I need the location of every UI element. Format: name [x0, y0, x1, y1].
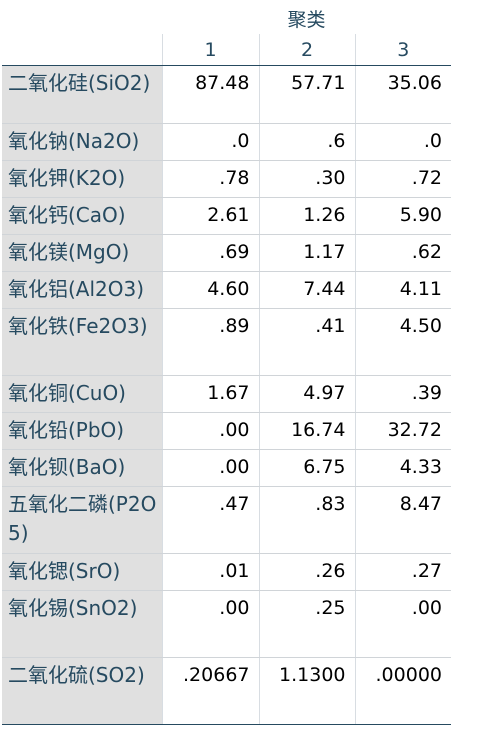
value-cell-cluster-2: 1.26: [258, 197, 355, 235]
value-cell-cluster-3: .62: [354, 234, 451, 272]
value-cell-cluster-1: 2.61: [161, 197, 259, 235]
column-header-cluster-3: 3: [354, 34, 451, 66]
value-cell-cluster-2: 6.75: [258, 449, 355, 487]
table-row: 氧化铜(CuO) 1.67 4.97.39: [2, 375, 451, 413]
value-cell-cluster-1: .01: [161, 553, 259, 591]
value-cell-cluster-1: .89: [161, 308, 259, 376]
value-cell-cluster-3: .39: [354, 375, 451, 413]
table-row: 二氧化硅(SiO2) 87.48 57.71 35.06: [2, 65, 451, 124]
value-cell-cluster-2: 1.1300: [258, 657, 355, 725]
value-cell-cluster-3: 4.11: [354, 271, 451, 309]
value-cell-cluster-3: 8.47: [354, 486, 451, 554]
value-cell-cluster-1: .78: [161, 160, 259, 198]
table-row: 氧化钡(BaO) .00 6.75 4.33: [2, 449, 451, 487]
cluster-centers-table: 聚类 1 2 3 二氧化硅(SiO2) 87.48 57.71 35.06 氧化钠(Na…: [2, 0, 451, 725]
value-cell-cluster-3: .72: [354, 160, 451, 198]
column-header-row: 1 2 3: [2, 34, 451, 66]
value-cell-cluster-2: .41: [258, 308, 355, 376]
value-cell-cluster-1: 1.67: [161, 375, 259, 413]
value-cell-cluster-2: 1.17: [258, 234, 355, 272]
table-row: 氧化锡(SnO2) .00.25.00: [2, 590, 451, 658]
row-label: 氧化锶(SrO): [2, 553, 162, 591]
row-label: 氧化钠(Na2O): [2, 123, 162, 161]
table-row: 五氧化二磷(P2O5) .47.83 8.47: [2, 486, 451, 554]
table-row: 氧化铁(Fe2O3) .89.41 4.50: [2, 308, 451, 376]
value-cell-cluster-1: .47: [161, 486, 259, 554]
row-label: 二氧化硅(SiO2): [2, 65, 162, 124]
table-row: 氧化钠(Na2O) .0.6.0: [2, 123, 451, 161]
row-label: 氧化铝(Al2O3): [2, 271, 162, 309]
value-cell-cluster-3: 5.90: [354, 197, 451, 235]
value-cell-cluster-3: 35.06: [354, 65, 451, 124]
value-cell-cluster-3: 4.33: [354, 449, 451, 487]
value-cell-cluster-3: .00000: [354, 657, 451, 725]
value-cell-cluster-1: .00: [161, 412, 259, 450]
value-cell-cluster-2: .30: [258, 160, 355, 198]
table-row: 二氧化硫(SO2) .20667 1.1300.00000: [2, 657, 451, 725]
value-cell-cluster-1: .69: [161, 234, 259, 272]
value-cell-cluster-3: .0: [354, 123, 451, 161]
value-cell-cluster-2: 4.97: [258, 375, 355, 413]
value-cell-cluster-2: 16.74: [258, 412, 355, 450]
row-label: 氧化镁(MgO): [2, 234, 162, 272]
table-header: 聚类 1 2 3: [2, 0, 451, 66]
row-label: 氧化钙(CaO): [2, 197, 162, 235]
table-row: 氧化锶(SrO) .01.26.27: [2, 553, 451, 591]
value-cell-cluster-2: .6: [258, 123, 355, 161]
value-cell-cluster-3: .27: [354, 553, 451, 591]
value-cell-cluster-1: .00: [161, 449, 259, 487]
row-label: 氧化铅(PbO): [2, 412, 162, 450]
column-header-cluster-2: 2: [258, 34, 355, 66]
value-cell-cluster-1: .00: [161, 590, 259, 658]
value-cell-cluster-2: .83: [258, 486, 355, 554]
table-row: 氧化钙(CaO) 2.61 1.26 5.90: [2, 197, 451, 235]
value-cell-cluster-3: .00: [354, 590, 451, 658]
value-cell-cluster-2: 7.44: [258, 271, 355, 309]
value-cell-cluster-1: .0: [161, 123, 259, 161]
row-label: 氧化锡(SnO2): [2, 590, 162, 658]
corner-cell: [2, 0, 162, 34]
value-cell-cluster-2: 57.71: [258, 65, 355, 124]
row-label: 氧化铁(Fe2O3): [2, 308, 162, 376]
table-row: 氧化钾(K2O) .78.30.72: [2, 160, 451, 198]
row-label: 二氧化硫(SO2): [2, 657, 162, 725]
table-row: 氧化镁(MgO) .69 1.17.62: [2, 234, 451, 272]
row-label: 氧化铜(CuO): [2, 375, 162, 413]
value-cell-cluster-2: .25: [258, 590, 355, 658]
cluster-centers-table-container: 聚类 1 2 3 二氧化硅(SiO2) 87.48 57.71 35.06 氧化钠(Na…: [2, 0, 451, 725]
row-label: 氧化钾(K2O): [2, 160, 162, 198]
cluster-group-header: 聚类: [287, 9, 326, 31]
value-cell-cluster-2: .26: [258, 553, 355, 591]
value-cell-cluster-1: 87.48: [161, 65, 259, 124]
row-label: 氧化钡(BaO): [2, 449, 162, 487]
column-header-cluster-1: 1: [161, 34, 259, 66]
value-cell-cluster-1: .20667: [161, 657, 259, 725]
corner-cell: [2, 34, 162, 66]
value-cell-cluster-1: 4.60: [161, 271, 259, 309]
row-label: 五氧化二磷(P2O5): [2, 486, 162, 554]
value-cell-cluster-3: 32.72: [354, 412, 451, 450]
table-row: 氧化铝(Al2O3) 4.60 7.44 4.11: [2, 271, 451, 309]
group-header-row: 聚类: [2, 0, 451, 34]
table-body: 二氧化硅(SiO2) 87.48 57.71 35.06 氧化钠(Na2O) .0.6.0…: [2, 65, 451, 725]
table-row: 氧化铅(PbO) .00 16.74 32.72: [2, 412, 451, 450]
value-cell-cluster-3: 4.50: [354, 308, 451, 376]
